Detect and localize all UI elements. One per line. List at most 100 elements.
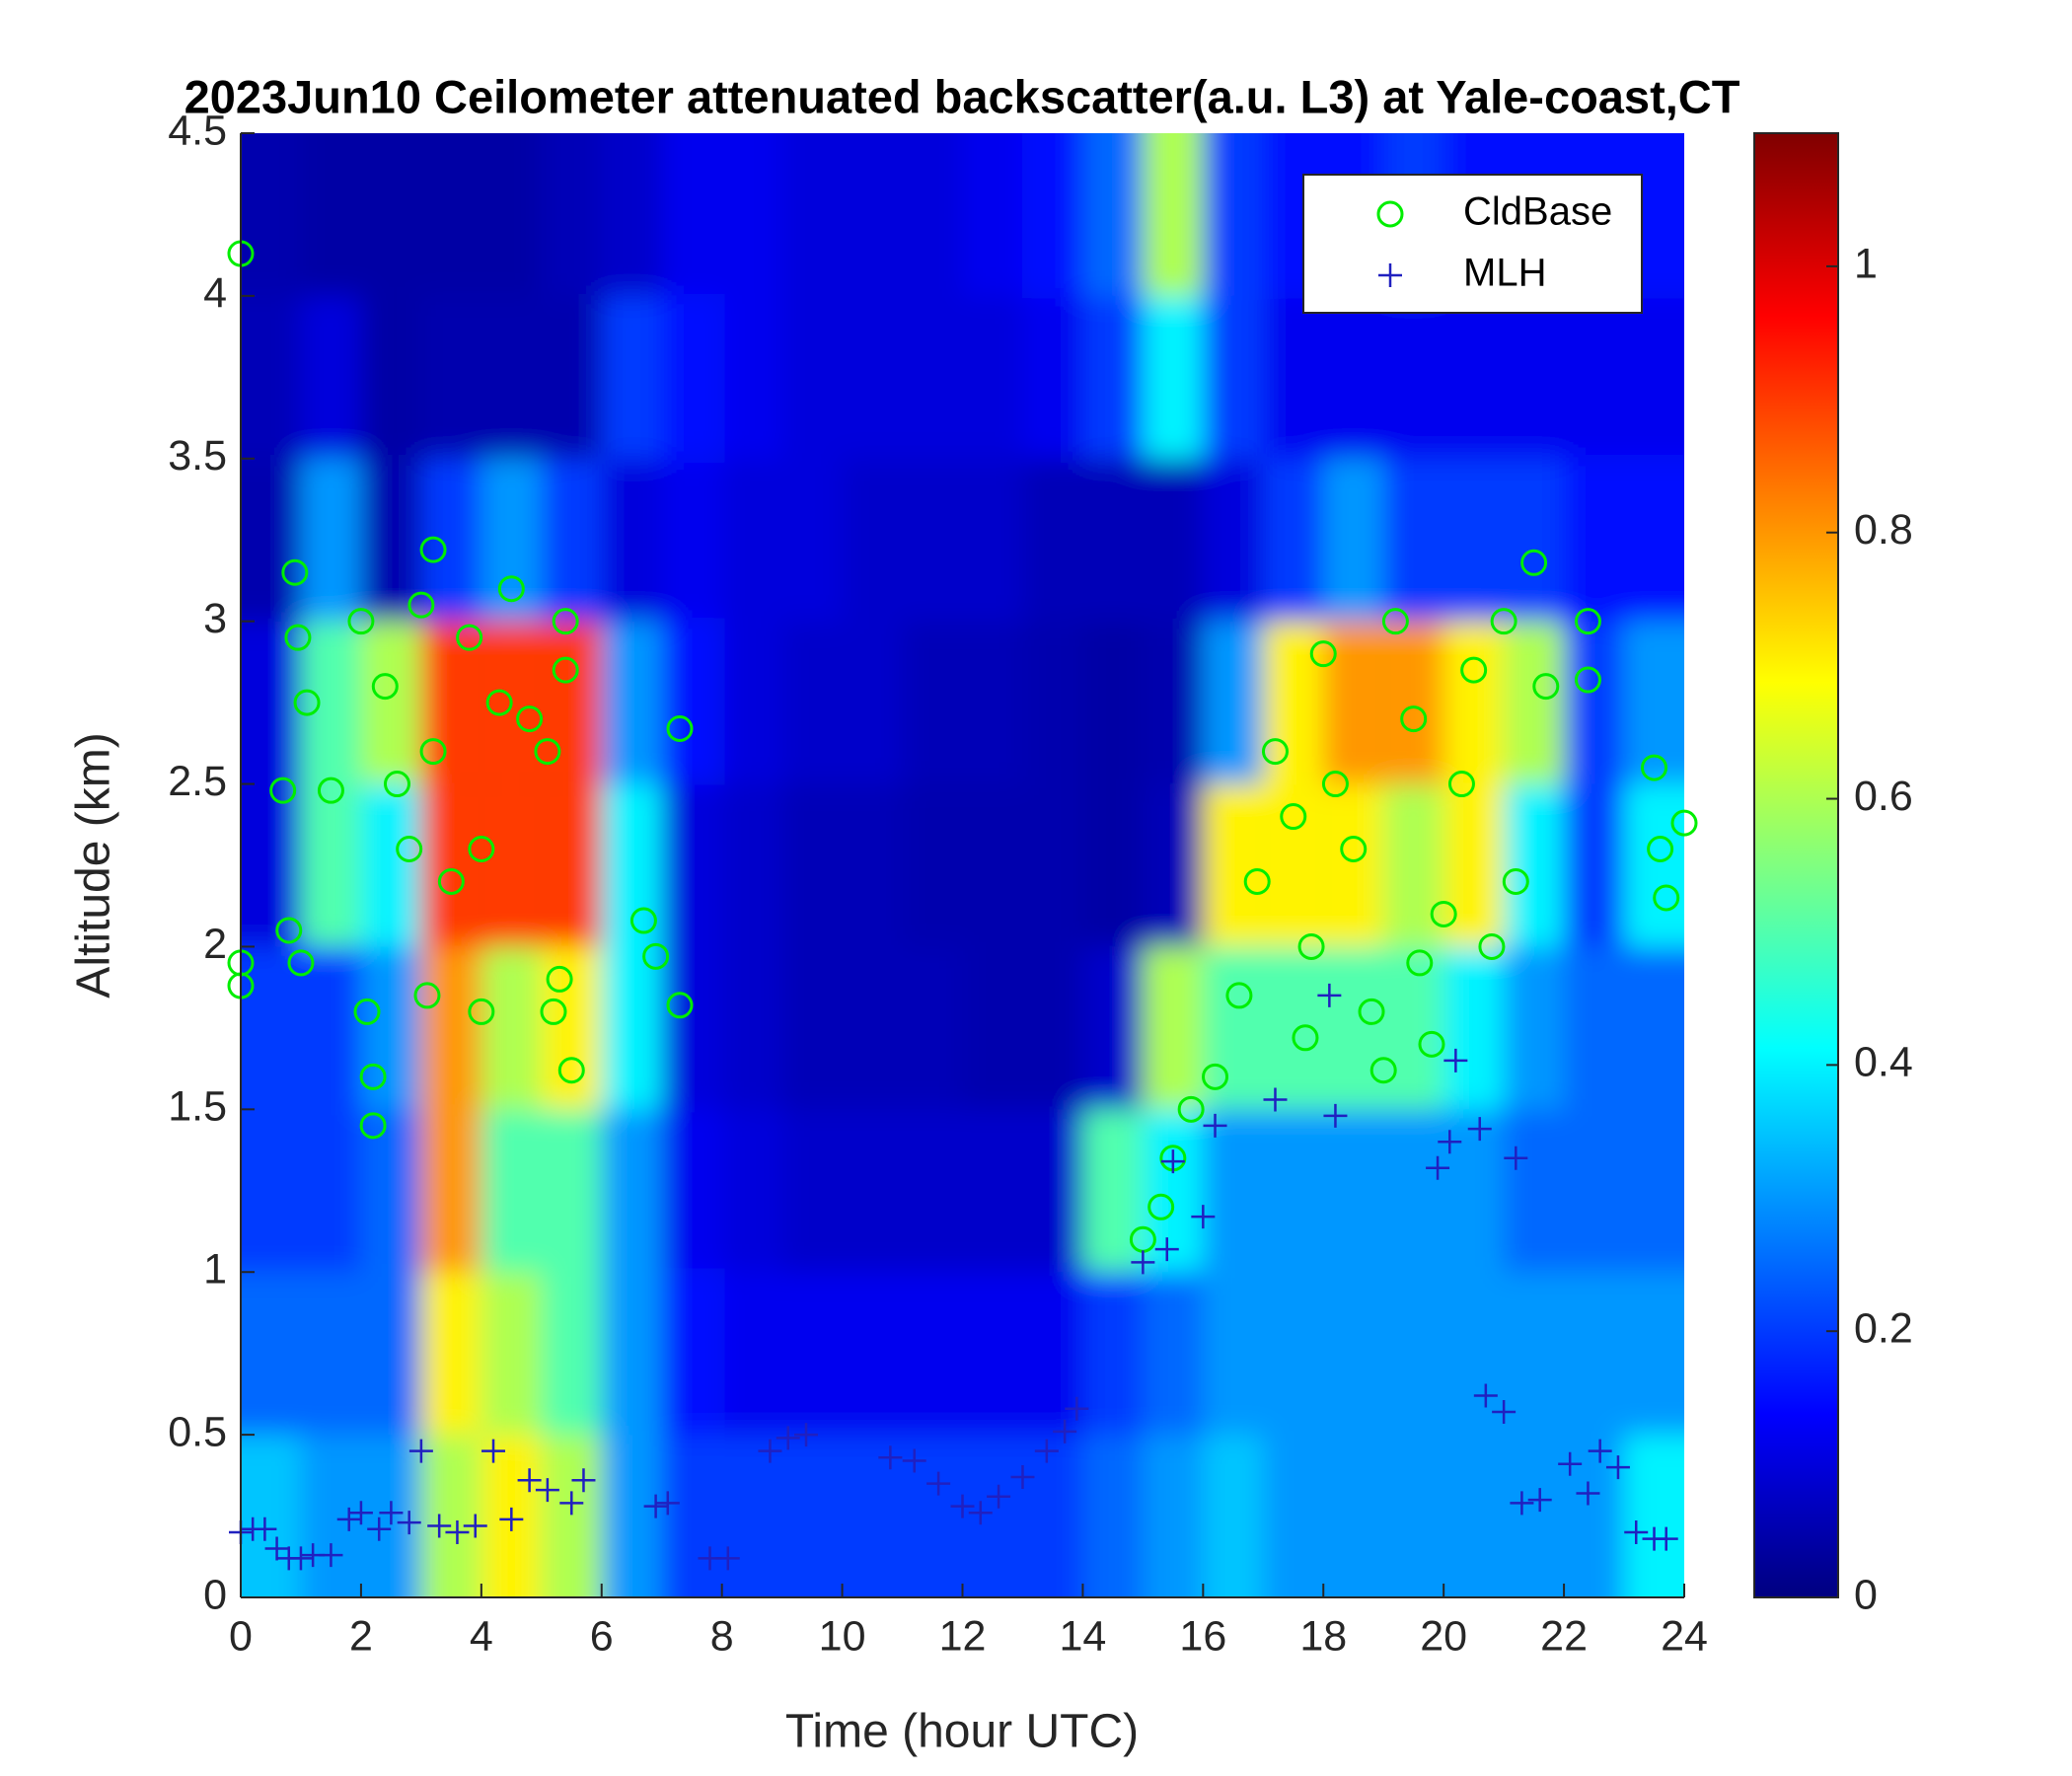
cloud-base-marker: [666, 992, 694, 1019]
heatmap-cell: [1203, 1435, 1264, 1597]
mlh-marker: [1263, 1087, 1288, 1112]
heatmap-cell: [1624, 946, 1684, 1110]
heatmap-cell: [601, 133, 662, 296]
y-tick-label: 1: [203, 1246, 227, 1294]
mlh-marker: [1154, 1237, 1179, 1262]
heatmap-cell: [1022, 133, 1083, 296]
heatmap-cell: [1564, 783, 1625, 947]
cloud-base-marker: [1243, 867, 1271, 895]
cloud-base-marker: [1670, 809, 1698, 837]
heatmap-cell: [360, 1109, 421, 1273]
heatmap-cell: [1624, 295, 1684, 459]
heatmap-cell: [962, 133, 1023, 296]
x-tick-label: 16: [1179, 1612, 1226, 1660]
heatmap-cell: [541, 1435, 602, 1597]
heatmap-cell: [842, 946, 903, 1110]
heatmap-cell: [1323, 946, 1384, 1110]
cloud-base-marker: [1478, 932, 1506, 960]
heatmap-cell: [1504, 295, 1565, 459]
mlh-marker: [1317, 983, 1342, 1007]
heatmap-cell: [1564, 1435, 1625, 1597]
heatmap-cell: [481, 458, 542, 622]
heatmap-cell: [1203, 295, 1264, 459]
mlh-marker: [1588, 1439, 1612, 1463]
cloud-base-marker: [552, 608, 579, 635]
heatmap-cell: [1143, 133, 1204, 296]
cloud-base-marker: [293, 689, 321, 716]
heatmap-cell: [1564, 1109, 1625, 1273]
cloud-base-marker: [1381, 608, 1409, 635]
heatmap-cell: [1564, 621, 1625, 784]
heatmap-cell: [1383, 621, 1444, 784]
mlh-marker: [776, 1426, 800, 1450]
mlh-marker: [1010, 1464, 1035, 1489]
heatmap-cell: [902, 295, 963, 459]
cloud-base-marker: [347, 608, 375, 635]
mlh-marker: [1527, 1488, 1552, 1513]
heatmap-cell: [1203, 1109, 1264, 1273]
heatmap-cell: [1022, 1109, 1083, 1273]
heatmap-cell: [1323, 1109, 1384, 1273]
heatmap-cell: [661, 458, 722, 622]
heatmap-cell: [1263, 295, 1324, 459]
heatmap-cell: [721, 946, 782, 1110]
cloud-base-marker: [1309, 640, 1337, 668]
heatmap-cell: [360, 621, 421, 784]
mlh-marker: [463, 1514, 487, 1538]
cloud-base-marker: [1574, 666, 1601, 694]
colorbar-tick-label: 0.2: [1854, 1305, 1913, 1353]
heatmap-cell: [1443, 1109, 1505, 1273]
heatmap-cell: [1022, 458, 1083, 622]
cloud-base-marker: [485, 689, 513, 716]
heatmap-cell: [721, 1435, 782, 1597]
cloud-base-marker: [1520, 549, 1548, 576]
heatmap-cell: [902, 133, 963, 296]
mlh-marker: [1191, 1205, 1216, 1229]
heatmap-cell: [300, 946, 361, 1110]
heatmap-cell: [1383, 946, 1444, 1110]
mlh-marker: [1467, 1117, 1492, 1142]
heatmap-cell: [902, 621, 963, 784]
heatmap-cell: [1082, 1435, 1144, 1597]
heatmap-cell: [241, 1109, 301, 1273]
cloud-base-marker: [359, 1063, 387, 1090]
x-axis-label: Time (hour UTC): [785, 1706, 1139, 1758]
x-tick-label: 8: [710, 1612, 734, 1660]
cloud-base-marker: [1147, 1193, 1175, 1221]
heatmap-cell: [842, 1109, 903, 1273]
mlh-marker: [987, 1484, 1011, 1509]
heatmap-cell: [781, 295, 843, 459]
mlh-marker: [499, 1507, 524, 1531]
mlh-marker: [1438, 1130, 1462, 1154]
cloud-base-marker: [516, 705, 544, 733]
mlh-marker: [715, 1546, 740, 1571]
heatmap-cell: [1624, 783, 1684, 947]
colorbar: [1753, 132, 1839, 1598]
cloud-base-marker: [1490, 608, 1517, 635]
y-tick-label: 1.5: [168, 1083, 227, 1131]
heatmap-cell: [481, 783, 542, 947]
heatmap-cell: [962, 621, 1023, 784]
heatmap-cell: [781, 1435, 843, 1597]
cloud-base-marker: [540, 998, 567, 1025]
heatmap-cell: [601, 295, 662, 459]
heatmap-cell: [721, 1272, 782, 1436]
heatmap-cell: [1504, 783, 1565, 947]
cloud-base-marker: [468, 998, 495, 1025]
x-tick-label: 10: [819, 1612, 866, 1660]
mlh-marker: [1473, 1383, 1498, 1408]
markers: [227, 240, 1698, 1571]
heatmap-cell: [420, 783, 481, 947]
x-tick-label: 4: [470, 1612, 493, 1660]
heatmap-cell: [300, 133, 361, 296]
cloud-base-marker: [1261, 738, 1289, 766]
heatmap-cell: [781, 946, 843, 1110]
heatmap-cell: [360, 1272, 421, 1436]
heatmap-cell: [842, 783, 903, 947]
cloud-base-marker: [287, 949, 315, 977]
cloud-base-marker: [468, 836, 495, 863]
y-tick-label: 2.5: [168, 758, 227, 805]
legend-box: [1302, 174, 1643, 314]
mlh-marker: [1654, 1526, 1678, 1551]
mlh-marker: [1034, 1439, 1059, 1463]
